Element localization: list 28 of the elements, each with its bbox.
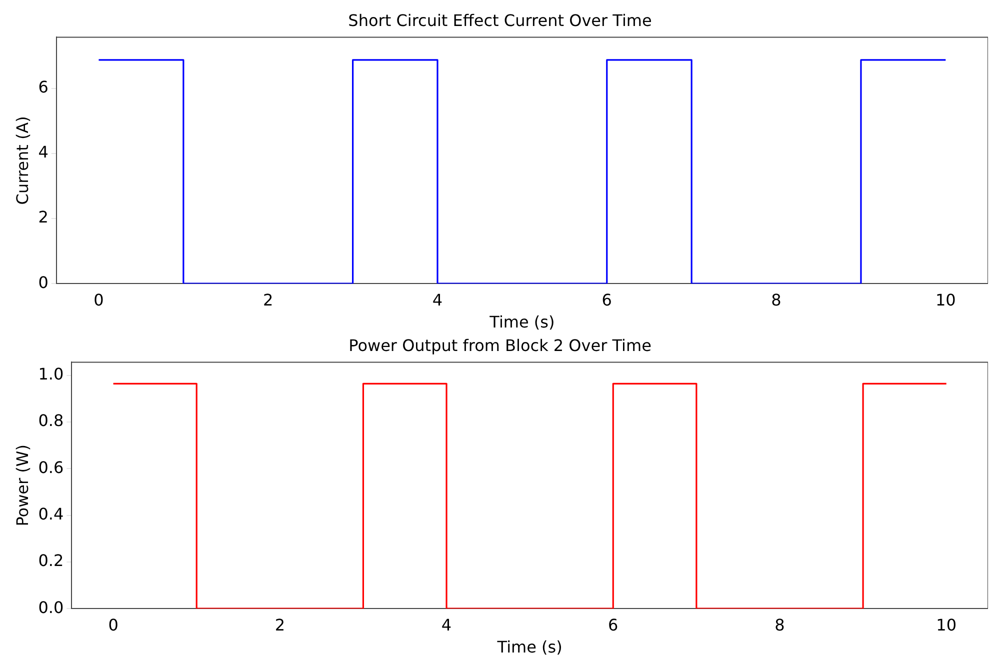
- x-axis-title: Time (s): [496, 638, 562, 657]
- y-tick-label: 1.0: [38, 364, 64, 384]
- x-tick-label: 4: [432, 290, 443, 310]
- chart-title: Power Output from Block 2 Over Time: [348, 336, 652, 355]
- chart-title: Short Circuit Effect Current Over Time: [348, 10, 652, 30]
- y-axis-title: Current (A): [12, 116, 32, 205]
- y-tick-label: 0.0: [38, 598, 64, 617]
- y-tick-label: 0.4: [38, 504, 64, 524]
- y-tick-label: 0.8: [38, 411, 64, 430]
- x-tick-label: 6: [608, 615, 618, 634]
- y-tick-label: 0.2: [38, 551, 64, 570]
- y-axis-title: Power (W): [12, 444, 32, 526]
- x-tick-label: 0: [108, 615, 118, 634]
- y-tick-label: 2: [38, 208, 48, 227]
- y-tick-label: 0: [38, 272, 48, 292]
- y-tick-label: 6: [38, 77, 48, 96]
- x-tick-label: 2: [263, 290, 274, 310]
- x-tick-label: 6: [602, 290, 612, 310]
- x-tick-label: 2: [274, 615, 285, 634]
- x-tick-label: 10: [936, 615, 957, 634]
- x-tick-label: 8: [774, 615, 785, 634]
- y-tick-label: 0.6: [38, 458, 64, 477]
- x-tick-label: 4: [441, 615, 452, 634]
- x-tick-label: 0: [94, 290, 104, 310]
- x-tick-label: 8: [771, 290, 782, 310]
- x-axis-title: Time (s): [488, 312, 555, 332]
- y-tick-label: 4: [38, 142, 48, 162]
- x-tick-label: 10: [935, 290, 956, 310]
